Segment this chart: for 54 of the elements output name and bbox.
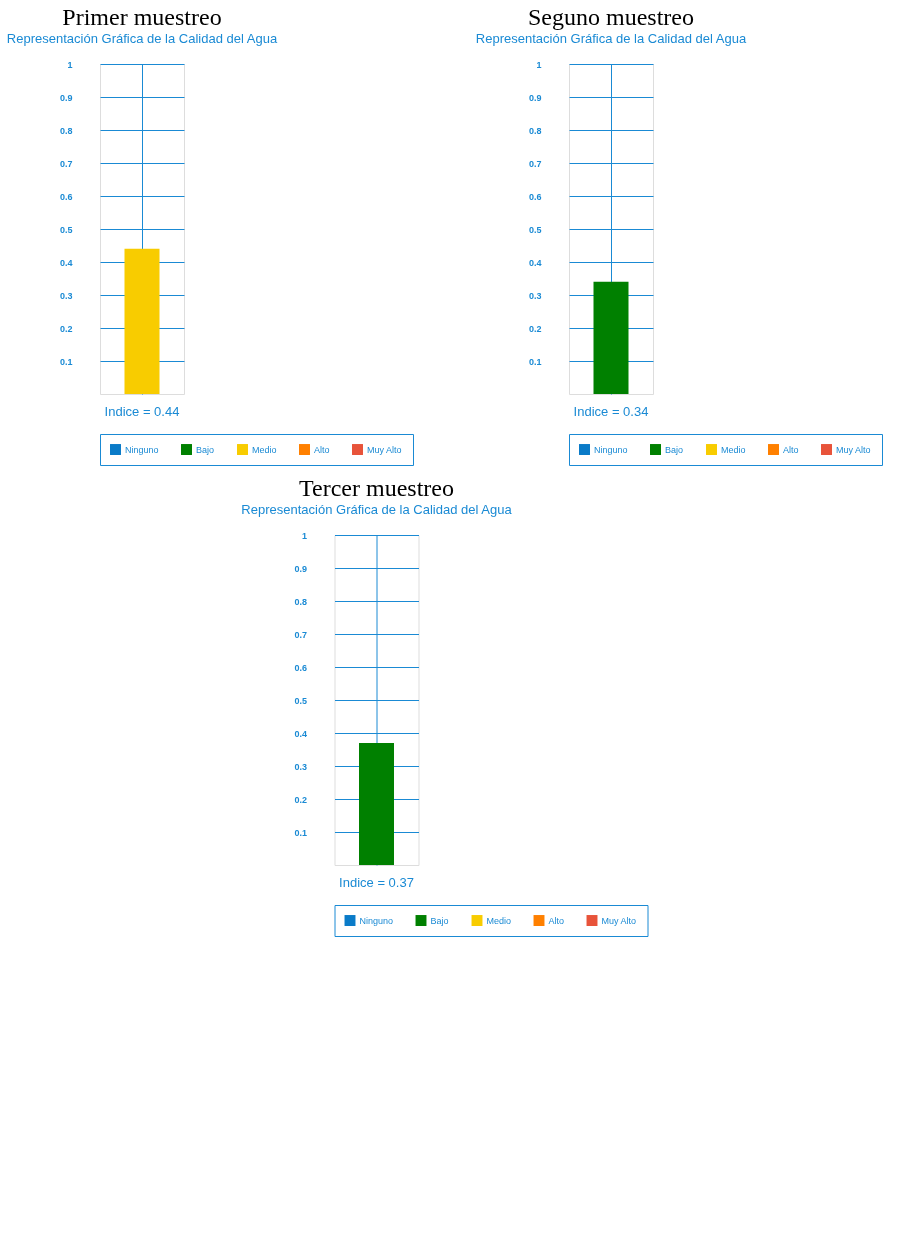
legend-label: Muy Alto	[367, 444, 402, 455]
legend-label: Medio	[486, 915, 512, 926]
legend-label: Alto	[783, 444, 799, 455]
y-tick-label: 0.9	[59, 92, 73, 103]
y-tick-label: 0.6	[528, 191, 542, 202]
y-tick-label: 0.9	[294, 563, 307, 574]
legend-label: Ninguno	[125, 444, 159, 455]
legend-label: Bajo	[196, 444, 215, 455]
y-tick-label: 0.1	[528, 356, 542, 367]
y-tick-label: 0.3	[528, 290, 542, 301]
legend-label: Alto	[548, 915, 565, 926]
legend-label: Ninguno	[594, 444, 628, 455]
y-tick-label: 0.8	[528, 125, 542, 136]
y-tick-label: 0.2	[294, 794, 307, 805]
y-tick-label: 0.8	[59, 125, 73, 136]
y-tick-label: 0.3	[294, 761, 307, 772]
text: Indice = 0.44	[104, 404, 180, 419]
chart-subtitle: Representación Gráfica de la Calidad del Agua	[6, 31, 278, 46]
chart-title: Primer muestreo	[62, 4, 222, 30]
y-tick-label: 0.7	[528, 158, 542, 169]
legend-label: Medio	[721, 444, 746, 455]
chart-title: Seguno muestreo	[528, 4, 694, 30]
legend-label: Muy Alto	[836, 444, 871, 455]
text: Indice = 0.37	[339, 875, 414, 890]
y-tick-label: 0.6	[59, 191, 73, 202]
legend-label: Alto	[314, 444, 330, 455]
y-tick-label: 0.6	[294, 662, 307, 673]
chart-subtitle: Representación Gráfica de la Calidad del Agua	[241, 502, 513, 517]
chart-title: Tercer muestreo	[299, 475, 454, 501]
y-tick-label: 1	[67, 59, 73, 70]
legend-label: Bajo	[665, 444, 684, 455]
y-tick-label: 0.2	[59, 323, 73, 334]
chart-subtitle: Representación Gráfica de la Calidad del Agua	[475, 31, 747, 46]
text: Indice = 0.34	[573, 404, 649, 419]
y-tick-label: 0.5	[294, 695, 307, 706]
legend-label: Muy Alto	[601, 915, 637, 926]
legend-label: Ninguno	[359, 915, 394, 926]
y-tick-label: 0.1	[294, 827, 307, 838]
y-tick-label: 0.4	[528, 257, 542, 268]
y-tick-label: 1	[301, 530, 307, 541]
y-tick-label: 0.4	[294, 728, 307, 739]
y-tick-label: 0.8	[294, 596, 307, 607]
y-tick-label: 0.7	[59, 158, 73, 169]
y-tick-label: 0.1	[59, 356, 73, 367]
y-tick-label: 0.3	[59, 290, 73, 301]
y-tick-label: 0.5	[59, 224, 73, 235]
y-tick-label: 0.4	[59, 257, 73, 268]
legend-label: Medio	[252, 444, 277, 455]
legend-label: Bajo	[430, 915, 449, 926]
y-tick-label: 1	[536, 59, 542, 70]
y-tick-label: 0.2	[528, 323, 542, 334]
y-tick-label: 0.7	[294, 629, 307, 640]
y-tick-label: 0.5	[528, 224, 542, 235]
y-tick-label: 0.9	[528, 92, 542, 103]
